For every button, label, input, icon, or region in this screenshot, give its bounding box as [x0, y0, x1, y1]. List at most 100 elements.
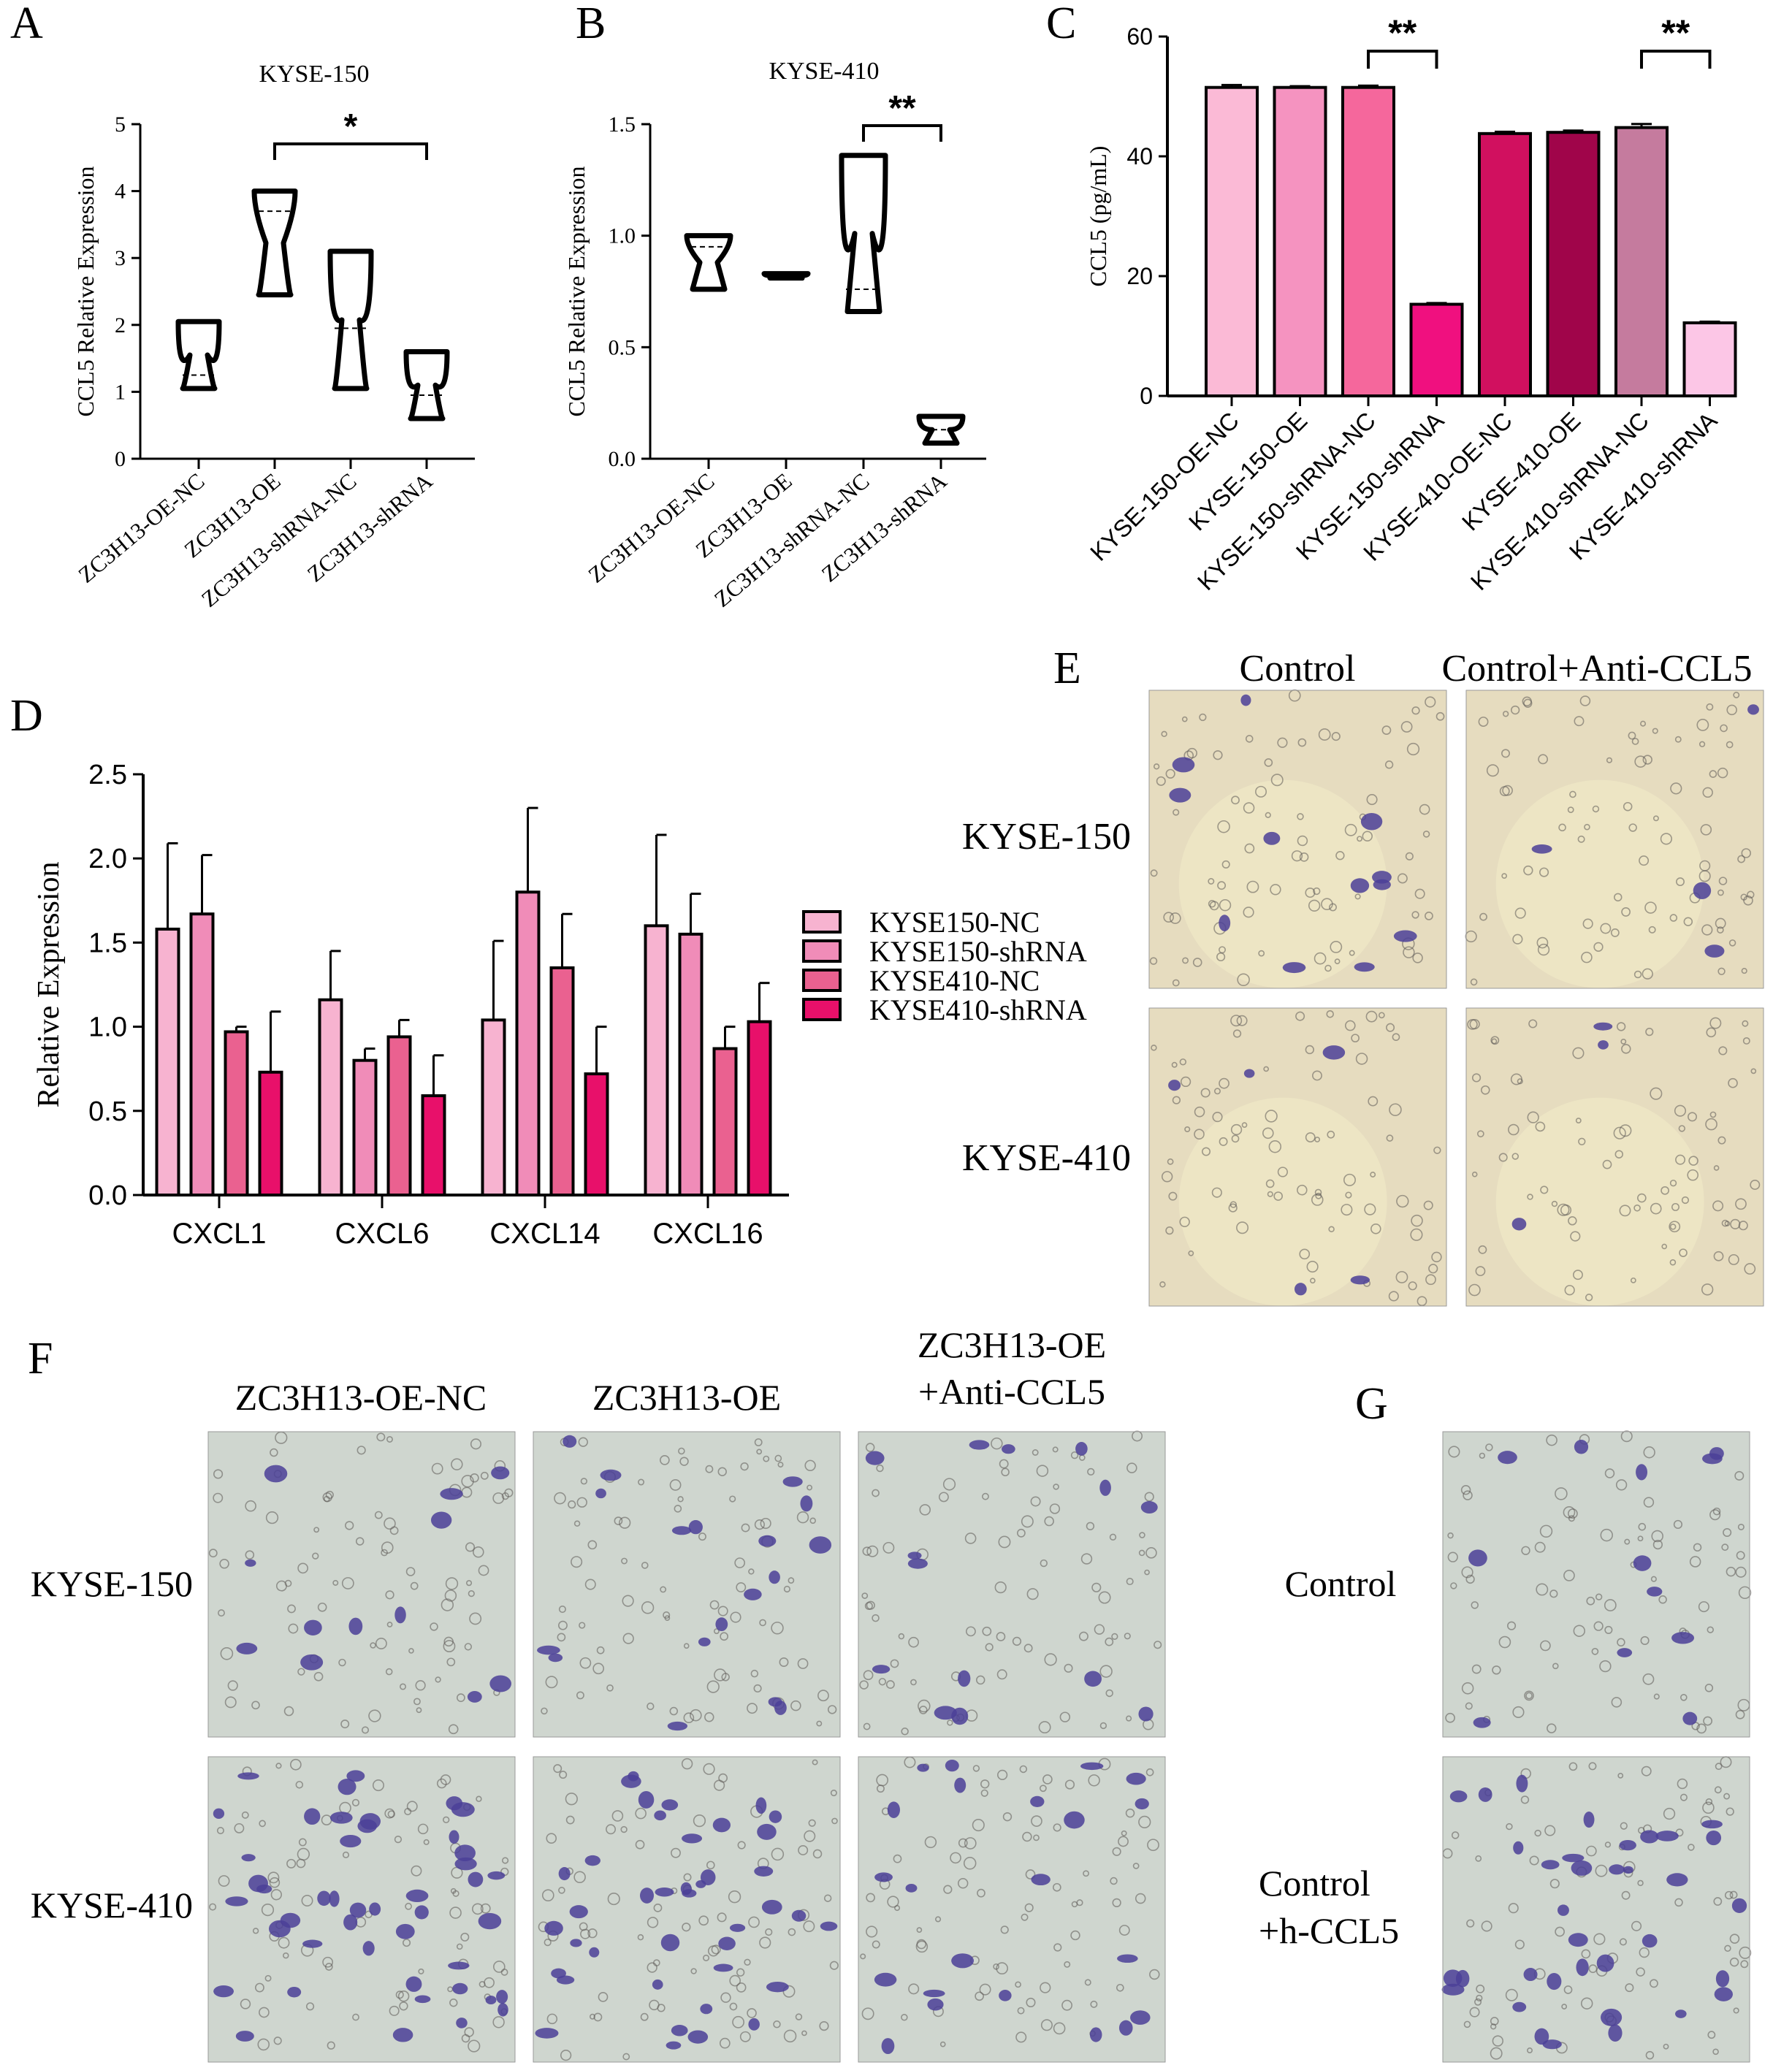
panel-g-row-hccl5-line1: Control: [1259, 1863, 1370, 1904]
pore-ring: [1344, 1020, 1356, 1031]
pore-ring: [1211, 1187, 1222, 1198]
pore-ring: [1345, 1191, 1352, 1199]
stained-cell: [558, 1867, 571, 1881]
pore-ring: [1593, 1933, 1606, 1945]
stained-cell: [757, 1823, 777, 1840]
stained-cell: [766, 1981, 789, 1993]
pore-ring: [1501, 749, 1510, 758]
significance-label: *: [344, 107, 358, 146]
pore-ring: [1412, 953, 1423, 963]
pore-ring: [1219, 1137, 1228, 1146]
pore-ring: [560, 2049, 572, 2061]
pore-ring: [1567, 1508, 1578, 1519]
pore-ring: [1536, 936, 1549, 949]
pore-ring: [1299, 1248, 1311, 1260]
pore-ring: [638, 1478, 645, 1486]
pore-ring: [1311, 1194, 1324, 1206]
pore-ring: [1241, 1122, 1248, 1129]
micro-f-kyse410-1: [533, 1756, 841, 2063]
stained-cell: [1596, 1954, 1614, 1972]
pore-ring: [975, 1991, 984, 2001]
stained-cell: [563, 1435, 577, 1448]
pore-ring: [872, 1940, 880, 1949]
pore-ring: [1334, 958, 1341, 965]
pore-ring: [1297, 813, 1304, 820]
pore-ring: [1425, 696, 1436, 708]
pore-ring: [1125, 1808, 1135, 1818]
significance-label: **: [1388, 12, 1417, 53]
pore-ring: [1053, 1484, 1059, 1490]
pore-ring: [1365, 1010, 1378, 1023]
pore-ring: [1717, 1136, 1726, 1145]
pore-ring: [1643, 1446, 1655, 1459]
stained-cell: [1523, 1968, 1538, 1982]
pore-ring: [1615, 1479, 1628, 1491]
pore-ring: [1572, 1047, 1585, 1059]
pore-ring: [565, 1793, 578, 1806]
stained-cell: [1064, 1811, 1085, 1829]
pore-ring: [465, 1580, 473, 1587]
stained-cell: [1099, 1479, 1111, 1496]
stained-cell: [1449, 1790, 1468, 1803]
pore-ring: [996, 1669, 1007, 1680]
pore-ring: [1674, 1898, 1683, 1907]
pore-ring: [1370, 1172, 1376, 1177]
pore-ring: [942, 1478, 956, 1491]
pore-ring: [1713, 1251, 1724, 1261]
pore-ring: [756, 1448, 763, 1455]
panel-g-row-control: Control: [1285, 1563, 1397, 1604]
stained-cell: [1568, 1933, 1588, 1947]
pore-ring: [1621, 1890, 1631, 1900]
pore-ring: [1144, 1569, 1150, 1576]
pore-ring: [1536, 1583, 1549, 1596]
pore-ring: [1637, 1535, 1644, 1542]
pore-ring: [1546, 1434, 1557, 1446]
pore-ring: [1026, 1997, 1036, 2007]
pore-ring: [777, 1462, 784, 1468]
pore-ring: [1498, 1153, 1508, 1162]
pore-ring: [1230, 1015, 1243, 1027]
pore-ring: [1017, 2007, 1025, 2015]
pore-ring: [1705, 1798, 1713, 1806]
stained-cell: [652, 1979, 663, 1990]
pore-ring: [1230, 1123, 1243, 1136]
pore-ring: [1318, 728, 1331, 741]
stained-cell: [1709, 1447, 1724, 1460]
field-glow: [1178, 1097, 1387, 1306]
pore-ring: [1534, 1541, 1546, 1553]
pore-ring: [1386, 1134, 1394, 1142]
bar: [678, 932, 704, 1196]
pore-ring: [587, 1928, 598, 1939]
pore-ring: [1617, 1638, 1625, 1647]
field-background: [858, 1757, 1165, 2062]
pore-ring: [352, 2013, 359, 2021]
pore-ring: [1149, 957, 1158, 965]
pore-ring: [1584, 823, 1590, 831]
pore-ring: [1660, 833, 1673, 845]
legend-label: KYSE410-shRNA: [869, 993, 1087, 1026]
pore-ring: [1078, 1631, 1088, 1641]
pore-ring: [1098, 1591, 1111, 1604]
micro-f-kyse410-2: [858, 1756, 1166, 2063]
violin-shape: [175, 318, 222, 392]
pore-ring: [417, 1823, 429, 1835]
stained-cell: [1647, 1587, 1663, 1597]
pore-ring: [865, 1443, 875, 1452]
pore-ring: [1740, 1960, 1749, 1969]
pore-ring: [1237, 973, 1250, 987]
pore-ring: [1052, 1882, 1061, 1892]
stained-cell: [1693, 882, 1712, 899]
pore-ring: [1313, 887, 1321, 896]
bar: [481, 1018, 506, 1197]
pore-ring: [297, 1847, 310, 1861]
stained-cell: [1675, 2009, 1687, 2018]
pore-ring: [1514, 907, 1526, 919]
pore-ring: [241, 1811, 249, 1819]
pore-ring: [939, 2041, 946, 2047]
pore-ring: [754, 1438, 763, 1446]
pore-ring: [1431, 1251, 1442, 1263]
pore-ring: [1621, 1044, 1631, 1054]
pore-ring: [1552, 1663, 1559, 1670]
stained-cell: [1642, 1934, 1658, 1948]
pore-ring: [1701, 924, 1713, 936]
